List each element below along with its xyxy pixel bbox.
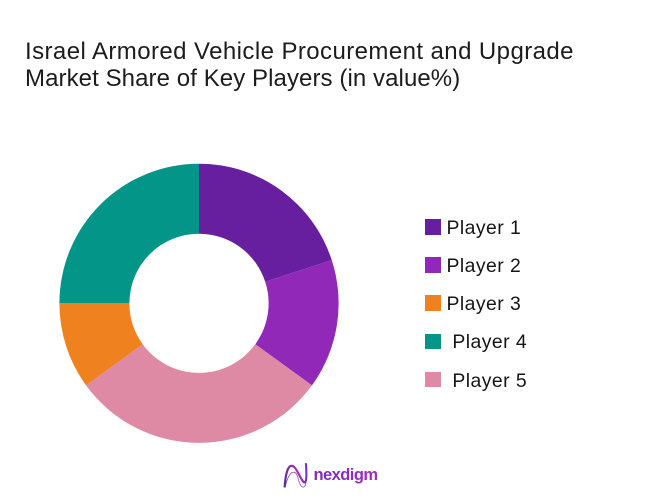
svg-text:nexdigm: nexdigm bbox=[314, 466, 378, 484]
